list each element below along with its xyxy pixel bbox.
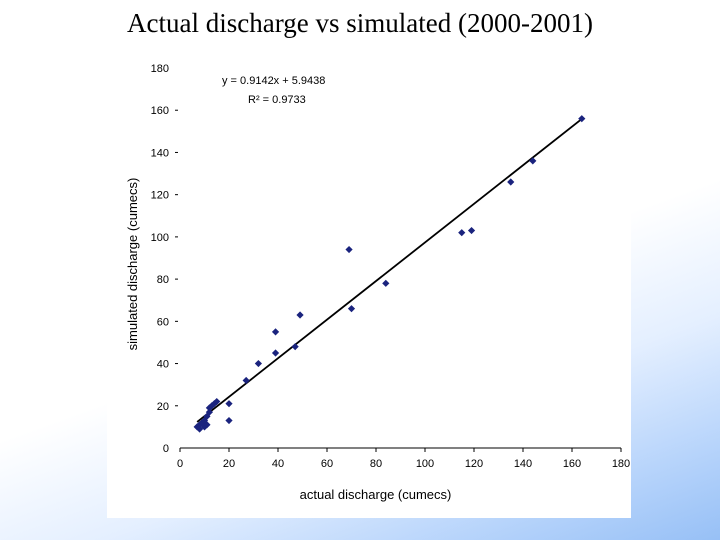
data-point bbox=[382, 279, 390, 287]
r-squared-label: R² = 0.9733 bbox=[248, 94, 306, 106]
data-point bbox=[507, 178, 515, 186]
data-point bbox=[242, 376, 250, 385]
data-point bbox=[205, 408, 213, 416]
data-point bbox=[200, 423, 209, 431]
data-point bbox=[254, 359, 262, 368]
x-tick-label: 80 bbox=[370, 458, 382, 470]
data-point bbox=[458, 229, 466, 237]
y-tick-label: 20 bbox=[157, 401, 169, 413]
data-point bbox=[467, 226, 476, 235]
x-tick-label: 160 bbox=[563, 458, 581, 470]
data-point bbox=[347, 305, 356, 313]
data-point bbox=[345, 245, 353, 254]
x-tick-label: 180 bbox=[612, 458, 630, 470]
y-tick-label: 100 bbox=[151, 232, 169, 244]
x-tick-label: 100 bbox=[416, 458, 434, 470]
data-point bbox=[529, 157, 537, 165]
y-tick-label: 0 bbox=[163, 443, 169, 455]
y-axis-title: simulated discharge (cumecs) bbox=[125, 178, 140, 351]
y-tick-label: 60 bbox=[157, 316, 169, 328]
data-point bbox=[296, 311, 304, 319]
data-point bbox=[578, 115, 586, 123]
x-tick-label: 140 bbox=[514, 458, 532, 470]
data-point bbox=[271, 349, 280, 357]
data-point bbox=[205, 404, 213, 412]
data-point bbox=[291, 343, 299, 351]
trendline-equation: y = 0.9142x + 5.9438 bbox=[222, 75, 325, 87]
data-point bbox=[203, 412, 211, 420]
x-tick-label: 40 bbox=[272, 458, 284, 470]
y-tick-label: 80 bbox=[157, 274, 169, 286]
y-tick-label: 40 bbox=[157, 359, 169, 371]
data-point bbox=[225, 400, 233, 408]
x-tick-label: 120 bbox=[465, 458, 483, 470]
x-axis-title: actual discharge (cumecs) bbox=[300, 487, 452, 502]
data-point bbox=[213, 397, 221, 406]
data-point bbox=[200, 416, 209, 425]
data-point bbox=[271, 328, 280, 336]
x-tick-label: 0 bbox=[177, 458, 183, 470]
trendline bbox=[196, 118, 583, 423]
data-point bbox=[225, 416, 233, 425]
data-point bbox=[203, 421, 211, 429]
data-point bbox=[193, 423, 201, 431]
x-tick-label: 60 bbox=[321, 458, 333, 470]
x-tick-label: 20 bbox=[223, 458, 235, 470]
y-tick-label: 140 bbox=[151, 147, 169, 159]
y-tick-label: 180 bbox=[151, 63, 169, 75]
slide-title: Actual discharge vs simulated (2000-2001… bbox=[127, 8, 593, 38]
y-tick-label: 160 bbox=[151, 105, 169, 117]
chart-panel: 0 20 40 60 80 100 120 140 160 180 0 20 40 60 80 100 120… bbox=[107, 52, 631, 518]
y-tick-label: 120 bbox=[151, 190, 169, 202]
scatter-chart: 0 20 40 60 80 100 120 140 160 180 0 20 40 60 80 100 120… bbox=[125, 63, 630, 502]
